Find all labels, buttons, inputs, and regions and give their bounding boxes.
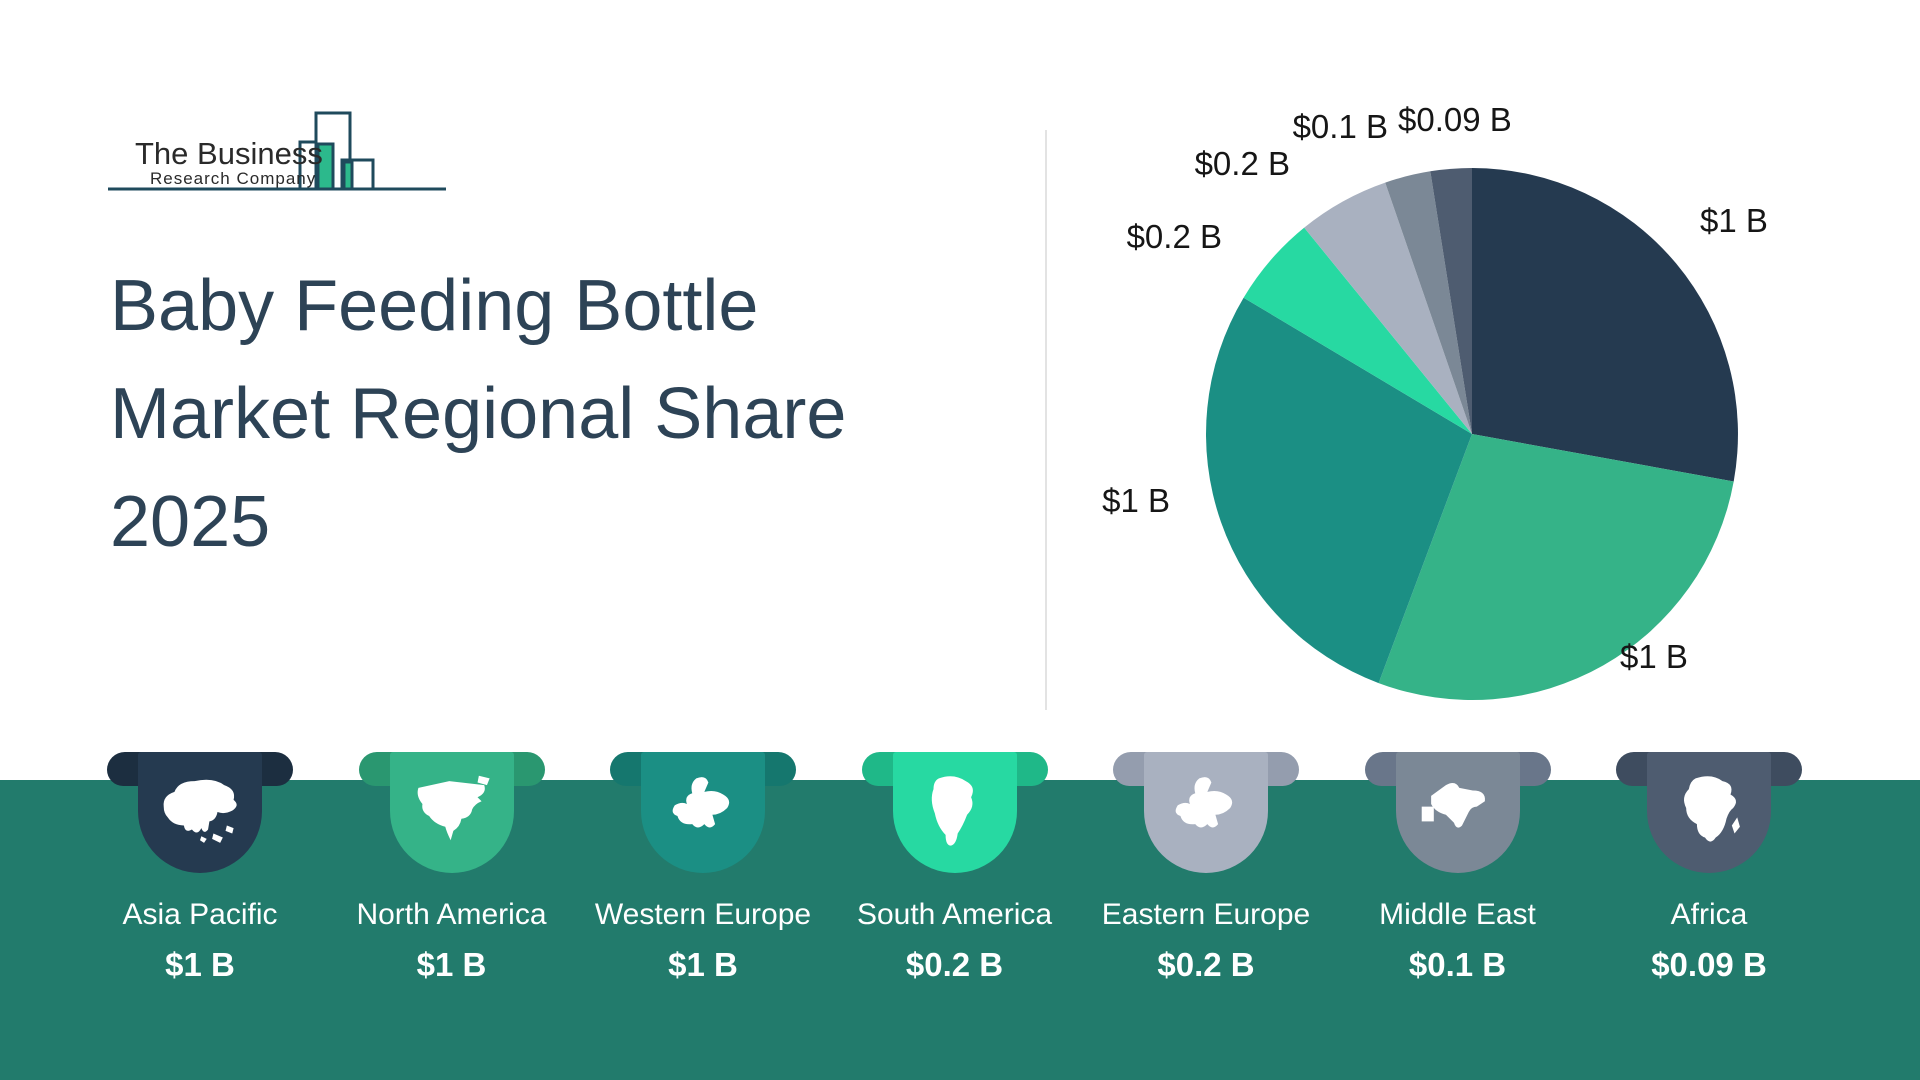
region-name: South America (856, 898, 1053, 931)
region-value: $1 B (165, 946, 235, 983)
south-america-map-icon (931, 776, 973, 846)
region-value: $1 B (668, 946, 738, 983)
page-title-line-1: Baby Feeding Bottle (110, 266, 759, 346)
ribbon-bookmark (1647, 752, 1771, 873)
ribbon-bookmark (1144, 752, 1268, 873)
region-badge: Western Europe $1 B (595, 752, 811, 1012)
ribbon-bookmark (138, 752, 262, 873)
company-logo: The Business Research Company (105, 83, 450, 195)
pie-chart-area: $1 B $1 B $1 B $0.2 B $0.2 B $0.1 B $0.09 B (900, 80, 1820, 740)
region-badge: Eastern Europe $0.2 B (1102, 752, 1310, 1012)
region-badge: North America $1 B (356, 752, 547, 1012)
region-badge: Asia Pacific $1 B (105, 752, 295, 1012)
pie-slice-south-america (1243, 227, 1472, 434)
western-europe-map-icon (672, 777, 730, 828)
north-america-map-icon (417, 775, 490, 841)
logo-text-line-1: The Business (135, 136, 323, 171)
asia-map-icon (163, 779, 237, 843)
pie-value-label: $0.09 B (1398, 101, 1512, 138)
pie-value-label: $1 B (1700, 202, 1768, 239)
pie-chart: $1 B$1 B$1 B$0.2 B$0.2 B$0.1 B $0.09 B (1102, 101, 1768, 701)
pie-slice-africa (1430, 168, 1472, 434)
region-badge: Africa $0.09 B (1614, 752, 1804, 1012)
region-value: $0.2 B (1157, 946, 1255, 983)
pie-value-label: $0.2 B (1127, 218, 1222, 255)
region-name: North America (356, 898, 547, 931)
pie-slice-asia-pacific (1472, 168, 1738, 482)
ribbon-bookmark (641, 752, 765, 873)
pie-slice-western-europe (1206, 297, 1472, 684)
vertical-divider (1045, 130, 1047, 710)
region-value: $1 B (416, 946, 487, 983)
pie-slice-north-america (1378, 434, 1734, 701)
region-value: $0.1 B (1408, 946, 1507, 983)
region-value: $0.09 B (1651, 946, 1767, 983)
pie-slice-eastern-europe (1304, 182, 1472, 434)
africa-map-icon (1684, 776, 1740, 842)
eastern-europe-map-icon (1175, 777, 1233, 828)
pie-value-label: $0.2 B (1195, 145, 1290, 182)
page-title-line-3: 2025 (110, 482, 271, 562)
ribbon-bookmark (389, 752, 514, 873)
page-title-line-2: Market Regional Share (110, 374, 847, 454)
ribbon-bookmark (892, 752, 1017, 873)
middle-east-map-icon (1421, 782, 1485, 828)
region-name: Eastern Europe (1101, 898, 1311, 931)
pie-value-label: $0.1 B (1293, 108, 1388, 145)
region-name: Western Europe (594, 898, 812, 931)
page-title: Baby Feeding Bottle Market Regional Shar… (110, 252, 846, 576)
pie-slice-middle-east (1385, 171, 1472, 435)
region-badge: South America $0.2 B (857, 752, 1052, 1012)
ribbon-bookmark (1395, 752, 1520, 873)
bar-chart-logo-icon (108, 111, 446, 191)
region-badge: Middle East $0.1 B (1363, 752, 1553, 1012)
region-name: Africa (1670, 898, 1748, 931)
pie-value-label: $1 B (1102, 482, 1170, 519)
region-value: $0.2 B (905, 946, 1004, 983)
region-name: Asia Pacific (122, 898, 278, 931)
pie-value-label: $1 B (1620, 638, 1688, 675)
region-name: Middle East (1379, 898, 1536, 931)
logo-text-line-2: Research Company (150, 169, 317, 188)
